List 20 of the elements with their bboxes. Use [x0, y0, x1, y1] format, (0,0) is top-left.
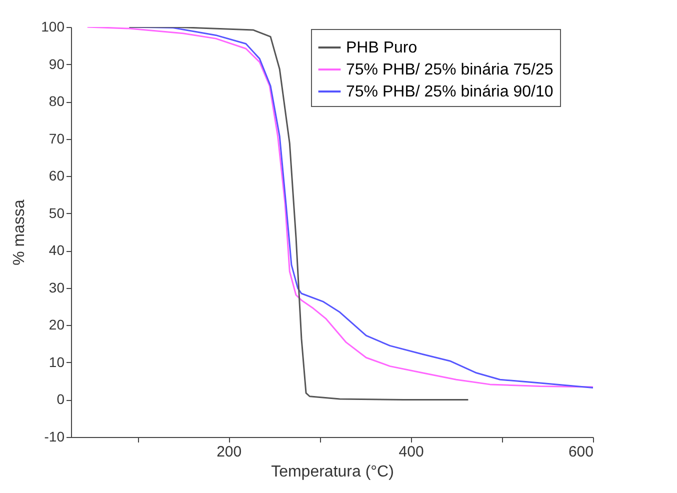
legend-label: 75% PHB/ 25% binária 75/25 — [346, 62, 554, 78]
y-tick-label: 70 — [48, 130, 65, 146]
y-tick-label: 60 — [48, 168, 65, 184]
y-tick-label: 40 — [48, 242, 65, 258]
y-tick-label: 90 — [48, 56, 65, 72]
y-tick-label: 50 — [48, 204, 65, 221]
y-tick-label: 20 — [48, 316, 65, 333]
y-tick-label: 30 — [48, 279, 65, 296]
legend-label: 75% PHB/ 25% binária 90/10 — [346, 84, 554, 100]
legend-label: PHB Puro — [346, 40, 418, 56]
y-tick-label: 100 — [41, 18, 65, 34]
y-tick-label: 10 — [48, 354, 65, 370]
x-tick-label: 200 — [216, 444, 242, 460]
x-tick-label: 400 — [398, 444, 424, 460]
y-tick-label: 0 — [56, 391, 65, 408]
x-axis-title: Temperatura (°C) — [271, 464, 394, 480]
y-axis-title: % massa — [11, 200, 28, 266]
y-tick-label: -10 — [44, 428, 65, 444]
y-tick-label: 80 — [48, 93, 65, 110]
x-tick-label: 600 — [568, 444, 594, 460]
